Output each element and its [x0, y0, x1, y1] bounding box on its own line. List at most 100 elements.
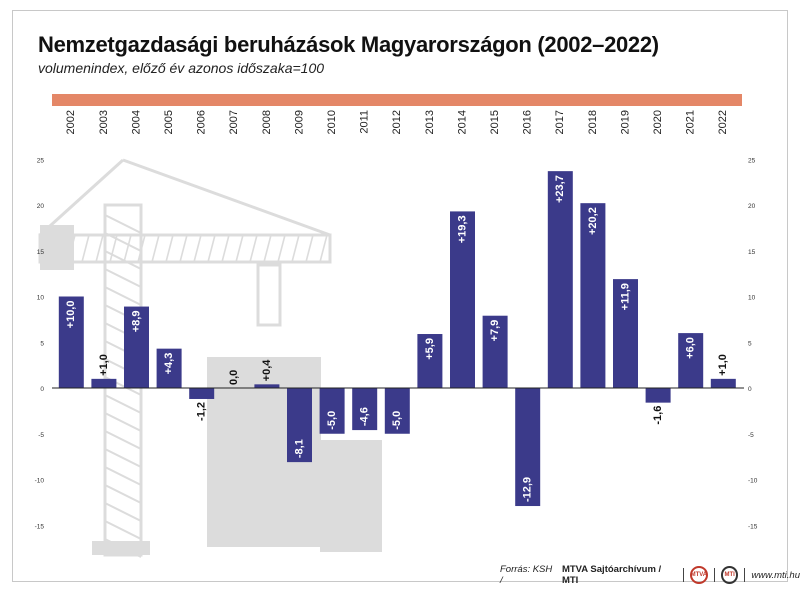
- value-label-2015: +7,9: [489, 320, 501, 342]
- source-prefix: Forrás: KSH /: [500, 564, 553, 586]
- value-label-2016: -12,9: [522, 477, 534, 502]
- value-label-2021: +6,0: [685, 337, 697, 359]
- bar-2016: [515, 388, 541, 507]
- value-labels: +10,0 +1,0 +8,9 +4,3 -1,2 0,0 +0,4 -8,1 -5,0 -4,6…: [65, 175, 729, 502]
- crane-jib-brace: [151, 234, 160, 263]
- left-tick-label: 5: [40, 340, 44, 347]
- left-axis-ticks: 25 20 15 10 5 0 -5 -10 -15: [35, 157, 45, 530]
- crane-tower-brace: [104, 430, 142, 450]
- footer-divider: [713, 568, 715, 582]
- value-label-2014: +19,3: [456, 215, 468, 243]
- bars: [58, 171, 736, 507]
- crane-tower-brace: [104, 484, 142, 504]
- year-label: 2005: [163, 110, 175, 134]
- right-tick-label: 15: [748, 249, 756, 256]
- left-tick-label: -5: [38, 432, 44, 439]
- crane-jib-brace: [221, 234, 230, 263]
- value-label-2005: +4,3: [163, 353, 175, 375]
- crane-illustration: [38, 158, 382, 558]
- year-label: 2009: [293, 110, 305, 134]
- year-label: 2014: [456, 110, 468, 134]
- crane-jib-brace: [193, 234, 202, 263]
- right-tick-label: 25: [748, 157, 756, 164]
- crane-tower-brace: [104, 502, 142, 522]
- bar-2012: [384, 388, 410, 434]
- value-label-2013: +5,9: [424, 338, 436, 360]
- crane-tower-brace: [104, 268, 142, 288]
- year-label: 2002: [65, 110, 77, 134]
- crane-hook: [256, 263, 282, 327]
- crane-jib-brace: [95, 234, 104, 263]
- bar-2006: [189, 388, 215, 399]
- crane-tower-brace: [104, 214, 142, 234]
- bar-2020: [645, 388, 671, 403]
- bar-2009: [287, 388, 312, 463]
- right-tick-label: 0: [748, 386, 752, 393]
- right-tick-label: -10: [748, 478, 758, 485]
- crane-jib-brace: [165, 234, 174, 263]
- crane-jib-brace: [109, 234, 118, 263]
- chart-title: Nemzetgazdasági beruházások Magyarország…: [38, 32, 659, 57]
- year-label: 2017: [554, 110, 566, 134]
- website-link[interactable]: www.mti.hu: [751, 569, 800, 581]
- year-label: 2003: [98, 110, 110, 134]
- crane-tower-brace: [104, 250, 142, 270]
- value-label-2017: +23,7: [554, 175, 566, 203]
- footer-divider: [682, 568, 684, 582]
- crane-jib-brace: [305, 234, 314, 263]
- crane-jib-brace: [277, 234, 286, 263]
- bar-2014: [450, 211, 475, 388]
- crane-jib-brace: [249, 234, 258, 263]
- left-tick-label: 10: [37, 295, 45, 302]
- crane-cable: [122, 158, 331, 237]
- source-main: MTVA Sajtóarchívum / MTI: [561, 564, 662, 586]
- right-tick-label: 20: [748, 203, 756, 210]
- value-label-2002: +10,0: [65, 301, 77, 329]
- crane-jib-brace: [263, 234, 272, 263]
- building-block: [320, 440, 382, 552]
- bar-2018: [580, 203, 606, 388]
- year-label: 2006: [196, 110, 208, 134]
- crane-jib-brace: [137, 234, 146, 263]
- bar-2017: [547, 171, 573, 388]
- bar-2021: [678, 333, 704, 388]
- left-tick-label: 15: [37, 249, 45, 256]
- bar-2015: [482, 315, 508, 388]
- left-tick-label: -15: [35, 523, 45, 530]
- year-label: 2011: [359, 110, 371, 134]
- year-label: 2021: [685, 110, 697, 134]
- footer-divider: [744, 568, 746, 582]
- year-label: 2010: [326, 110, 338, 134]
- value-label-2003: +1,0: [98, 354, 110, 376]
- bar-2013: [417, 334, 443, 388]
- year-label: 2004: [130, 110, 142, 134]
- year-label: 2008: [261, 110, 273, 134]
- crane-counterweight: [40, 225, 74, 270]
- bar-2005: [156, 348, 182, 388]
- value-label-2011: -4,6: [359, 407, 371, 426]
- value-label-2019: +11,9: [619, 283, 631, 310]
- value-label-2020: -1,6: [652, 406, 664, 425]
- value-label-2022: +1,0: [717, 354, 729, 376]
- crane-jib-brace: [123, 234, 132, 263]
- year-label: 2018: [587, 110, 599, 134]
- year-label: 2022: [717, 110, 729, 134]
- bar-2022: [710, 378, 736, 388]
- bar-2019: [613, 279, 638, 388]
- value-label-2008: +0,4: [261, 359, 273, 382]
- crane-tower-brace: [104, 286, 142, 306]
- bar-2004: [124, 306, 149, 388]
- crane-tower-brace: [104, 412, 142, 432]
- value-label-2007: 0,0: [228, 370, 240, 385]
- footer: Forrás: KSH / MTVA Sajtóarchívum / MTI M…: [500, 564, 800, 586]
- value-label-2012: -5,0: [391, 411, 403, 430]
- year-label: 2013: [424, 110, 436, 134]
- bar-2010: [319, 388, 345, 434]
- mtva-logo-icon: MTVA: [689, 566, 708, 584]
- value-label-2010: -5,0: [326, 411, 338, 430]
- left-tick-label: 25: [37, 157, 45, 164]
- year-label: 2020: [652, 110, 664, 134]
- crane-jib-brace: [291, 234, 300, 263]
- crane-tower-brace: [104, 394, 142, 414]
